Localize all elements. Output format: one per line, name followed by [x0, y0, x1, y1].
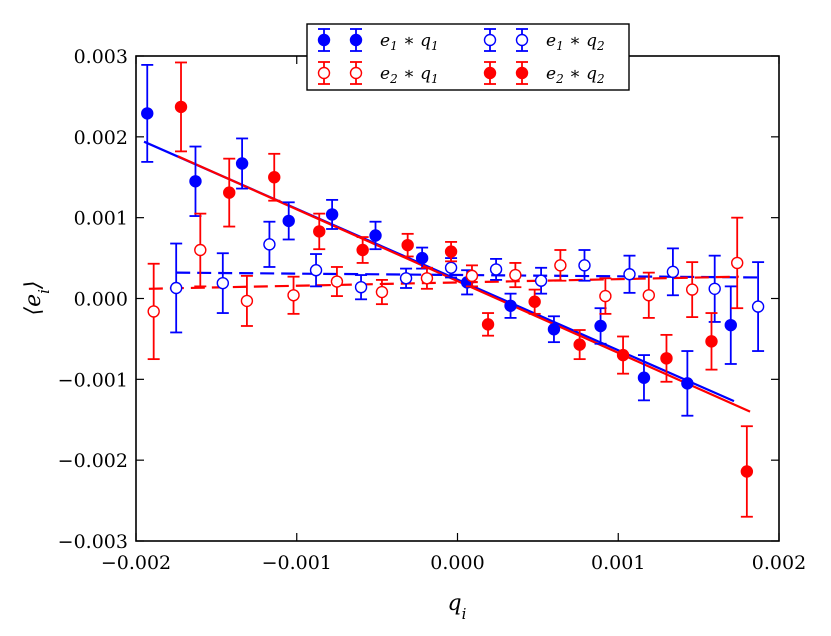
- data-point: [309, 264, 323, 277]
- data-point: [489, 263, 503, 276]
- data-point: [751, 300, 765, 313]
- data-point: [330, 275, 344, 288]
- data-point: [313, 225, 326, 238]
- x-axis-label: qi: [448, 591, 467, 623]
- legend-label: e1 ∗ q1: [380, 31, 439, 53]
- x-tick-label: 0.000: [430, 552, 484, 574]
- data-point: [369, 229, 382, 242]
- data-point: [216, 276, 230, 290]
- series-e1-q1: [141, 63, 737, 417]
- data-point: [685, 283, 699, 296]
- legend-marker: [317, 33, 331, 47]
- data-point: [444, 245, 458, 258]
- x-tick-label: 0.001: [591, 552, 645, 574]
- legend-label: e1 ∗ q2: [546, 31, 605, 53]
- data-point: [547, 323, 561, 336]
- data-point: [528, 295, 541, 308]
- legend-marker: [483, 33, 497, 47]
- data-point: [573, 338, 586, 351]
- legend-marker: [317, 66, 331, 80]
- data-point: [240, 294, 254, 308]
- legend-marker: [515, 33, 529, 47]
- data-point: [666, 265, 680, 279]
- y-tick-label: −0.002: [58, 450, 128, 472]
- data-point: [509, 268, 522, 282]
- y-tick-label: −0.001: [58, 369, 128, 391]
- data-point: [660, 352, 673, 365]
- data-point: [263, 238, 276, 251]
- data-point: [623, 268, 636, 281]
- data-point: [287, 289, 300, 302]
- fit-line: [176, 271, 760, 279]
- fit-line: [148, 275, 739, 290]
- data-point: [594, 319, 607, 333]
- data-point: [681, 377, 694, 390]
- data-point: [724, 318, 737, 332]
- y-axis-label: ⟨ei⟩: [21, 280, 53, 315]
- y-tick-label: 0.002: [74, 127, 128, 149]
- data-point: [415, 251, 429, 265]
- legend-item: e1 ∗ q1: [317, 28, 439, 53]
- x-tick-label: −0.001: [262, 552, 332, 574]
- legend-box: [306, 23, 630, 91]
- legend-label: e2 ∗ q2: [546, 64, 605, 86]
- y-tick-label: 0.003: [74, 46, 128, 68]
- data-point: [174, 100, 188, 114]
- y-tick-label: 0.001: [74, 208, 128, 230]
- data-point: [223, 186, 236, 199]
- axis-ticks: −0.002 −0.001 0.000 0.001 0.002−0.003−0.002−…: [58, 46, 807, 574]
- data-point: [731, 256, 744, 270]
- legend-marker: [349, 33, 363, 47]
- data-point: [465, 269, 479, 283]
- data-point: [399, 272, 413, 285]
- data-point: [616, 348, 630, 362]
- data-point: [420, 272, 434, 285]
- data-point: [708, 282, 721, 295]
- data-point: [354, 280, 368, 294]
- x-tick-label: 0.002: [752, 552, 806, 574]
- data-point: [637, 371, 651, 384]
- plot-frame: [135, 55, 780, 542]
- data-point: [268, 171, 281, 184]
- data-point: [578, 259, 591, 272]
- data-point: [375, 285, 389, 299]
- data-point: [554, 259, 567, 272]
- data-point: [504, 299, 517, 312]
- data-point: [740, 465, 754, 478]
- data-point: [401, 238, 414, 252]
- data-point: [356, 243, 369, 257]
- data-point: [189, 175, 202, 188]
- data-point: [705, 335, 718, 348]
- data-point: [141, 107, 154, 120]
- data-point: [481, 318, 495, 331]
- legend-item: e2 ∗ q2: [483, 61, 605, 86]
- x-tick-label: −0.002: [101, 552, 171, 574]
- legend-item: e1 ∗ q2: [483, 28, 605, 53]
- data-point: [169, 281, 183, 295]
- data-point: [599, 289, 612, 303]
- data-point: [147, 305, 160, 318]
- legend-marker: [483, 66, 497, 80]
- data-point: [642, 289, 655, 302]
- legend-item: e2 ∗ q1: [317, 61, 439, 86]
- legend-marker: [515, 66, 529, 80]
- data-point: [325, 208, 339, 221]
- data-point: [444, 261, 458, 274]
- y-tick-label: 0.000: [74, 289, 128, 311]
- data-point: [282, 214, 295, 228]
- series-e1-q2: [169, 220, 765, 352]
- series-e2-q1: [147, 212, 744, 361]
- plot-content: [141, 61, 765, 518]
- series-e2-q2: [174, 61, 754, 518]
- legend-marker: [349, 66, 363, 80]
- data-point: [235, 157, 249, 170]
- data-point: [194, 243, 207, 257]
- legend: e1 ∗ q1 e1 ∗ q2 e2 ∗ q1 e2 ∗ q2: [306, 23, 630, 91]
- legend-label: e2 ∗ q1: [380, 64, 439, 86]
- data-point: [534, 274, 548, 287]
- y-tick-label: −0.003: [58, 531, 128, 553]
